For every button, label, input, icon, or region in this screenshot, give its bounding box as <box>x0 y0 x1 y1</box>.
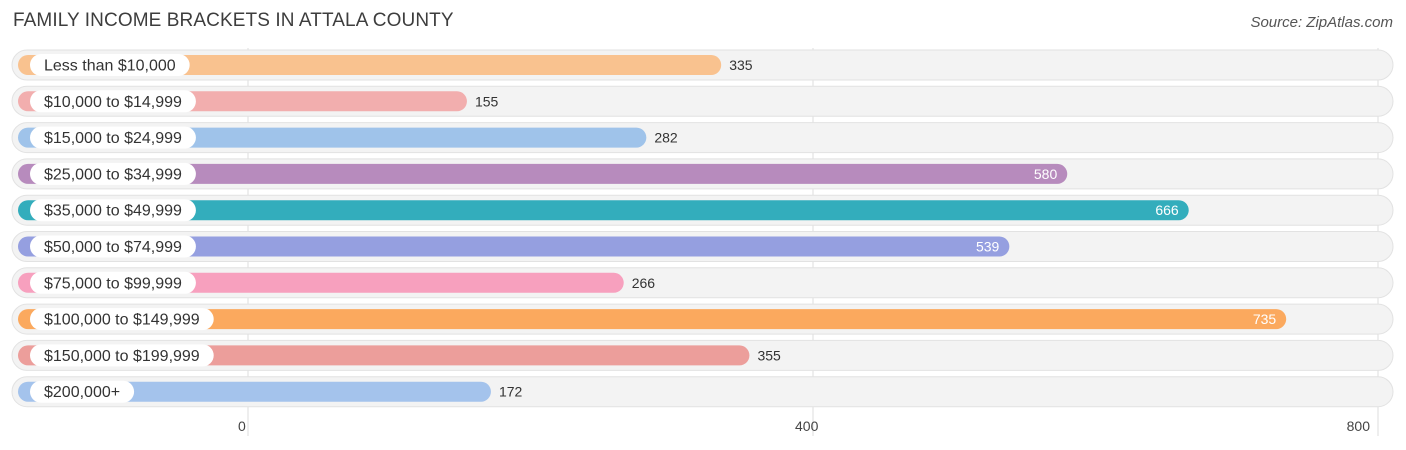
bar[interactable] <box>18 163 1068 184</box>
chart-source: Source: ZipAtlas.com <box>1250 14 1393 31</box>
category-label: $15,000 to $24,999 <box>44 130 182 147</box>
x-tick-label: 0 <box>238 418 246 434</box>
category-label: $150,000 to $199,999 <box>44 348 200 365</box>
category-label: $25,000 to $34,999 <box>44 166 182 183</box>
category-label-pill <box>30 271 196 294</box>
category-label-pill <box>30 235 196 258</box>
category-label-pill <box>30 380 135 403</box>
bar-row: $25,000 to $34,999 580 <box>11 158 1394 190</box>
value-label: 155 <box>475 93 499 109</box>
value-label: 172 <box>499 384 523 400</box>
rows-layer: Less than $10,000 335 $10,000 to $14,999 15… <box>11 49 1394 408</box>
category-label: $50,000 to $74,999 <box>44 239 182 256</box>
x-axis-ticks: 0 400 800 <box>238 418 1370 434</box>
bar[interactable] <box>18 55 722 75</box>
bar-row: $150,000 to $199,999 355 <box>11 339 1394 371</box>
category-label-pill <box>30 162 196 185</box>
category-label: $100,000 to $149,999 <box>44 312 200 329</box>
bar[interactable] <box>18 200 1189 221</box>
category-label-pill <box>30 308 214 331</box>
bar-row: $200,000+ 172 <box>11 376 1394 408</box>
bar-row: $35,000 to $49,999 666 <box>11 194 1394 226</box>
category-label: $10,000 to $14,999 <box>44 94 182 111</box>
bar-row: $75,000 to $99,999 266 <box>11 267 1394 299</box>
chart-title: FAMILY INCOME BRACKETS IN ATTALA COUNTY <box>13 10 454 31</box>
category-label: $75,000 to $99,999 <box>44 275 182 292</box>
value-label: 580 <box>1034 166 1058 182</box>
x-tick-label: 400 <box>795 418 819 434</box>
category-label-pill <box>30 126 196 149</box>
category-label-pill <box>30 54 190 76</box>
category-label: $200,000+ <box>44 384 120 401</box>
value-label: 282 <box>654 130 678 146</box>
value-label: 735 <box>1253 311 1277 327</box>
bar-row: $15,000 to $24,999 282 <box>11 122 1394 154</box>
category-label-pill <box>30 90 196 113</box>
bar-row: $50,000 to $74,999 539 <box>11 231 1394 262</box>
bar-row: $10,000 to $14,999 155 <box>11 85 1394 117</box>
category-label: $35,000 to $49,999 <box>44 203 182 220</box>
x-tick-label: 800 <box>1347 418 1371 434</box>
value-label: 335 <box>729 57 753 73</box>
value-label: 666 <box>1155 202 1179 218</box>
value-label: 355 <box>757 347 781 363</box>
bar[interactable] <box>18 309 1287 330</box>
bar-row: $100,000 to $149,999 735 <box>11 303 1394 335</box>
value-label: 539 <box>976 239 1000 255</box>
category-label-pill <box>30 344 214 367</box>
value-label: 266 <box>632 275 656 291</box>
bar-row: Less than $10,000 335 <box>11 49 1394 81</box>
category-label: Less than $10,000 <box>44 58 176 75</box>
bar[interactable] <box>18 381 491 402</box>
bar[interactable] <box>18 236 1010 257</box>
category-label-pill <box>30 199 196 222</box>
